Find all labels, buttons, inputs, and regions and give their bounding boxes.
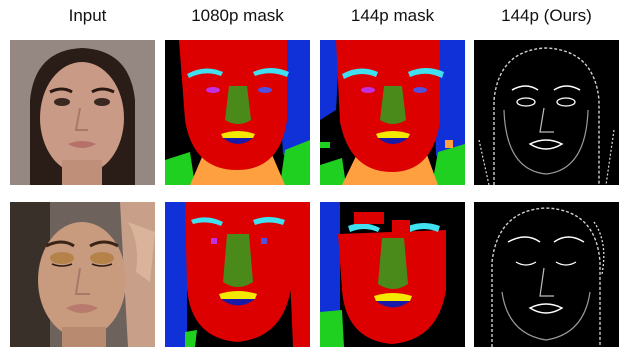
header-144p-mask: 144p mask [350, 6, 435, 25]
header-1080p-mask: 1080p mask [191, 6, 284, 25]
input-photo-row2 [10, 202, 155, 347]
edge-map-row1 [474, 40, 619, 185]
mask-144p-row2 [320, 202, 465, 347]
header-input: Input [68, 6, 107, 25]
mask-1080p-row1 [165, 40, 310, 185]
edge-map-row2 [474, 202, 619, 347]
mask-1080p-row2 [165, 202, 310, 347]
mask-144p-row1 [320, 40, 465, 185]
header-144p-ours: 144p (Ours) [501, 6, 592, 25]
input-photo-row1 [10, 40, 155, 185]
